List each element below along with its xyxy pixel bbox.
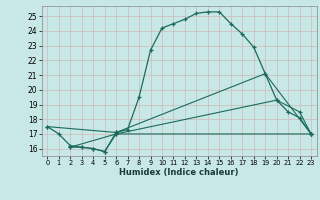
X-axis label: Humidex (Indice chaleur): Humidex (Indice chaleur) (119, 168, 239, 177)
